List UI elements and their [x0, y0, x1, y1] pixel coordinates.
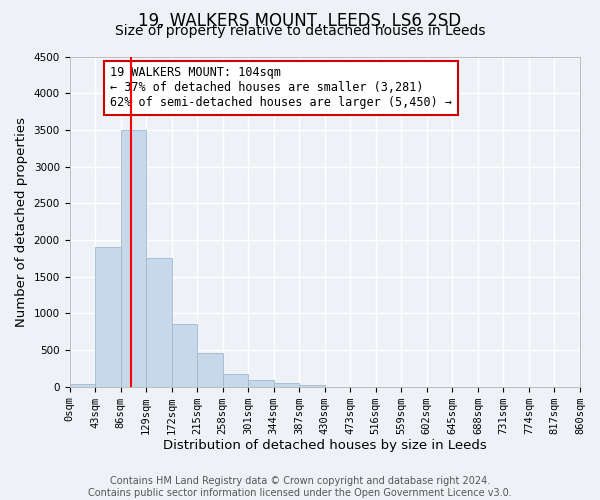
X-axis label: Distribution of detached houses by size in Leeds: Distribution of detached houses by size … [163, 440, 487, 452]
Bar [172, 324, 197, 386]
Bar [274, 382, 299, 386]
Text: 19 WALKERS MOUNT: 104sqm
← 37% of detached houses are smaller (3,281)
62% of sem: 19 WALKERS MOUNT: 104sqm ← 37% of detach… [110, 66, 452, 110]
Bar [197, 353, 223, 386]
Bar [223, 374, 248, 386]
Bar [248, 380, 274, 386]
Bar [299, 384, 325, 386]
Bar [95, 246, 121, 386]
Bar [70, 384, 95, 386]
Text: Size of property relative to detached houses in Leeds: Size of property relative to detached ho… [115, 24, 485, 38]
Bar [146, 258, 172, 386]
Text: Contains HM Land Registry data © Crown copyright and database right 2024.
Contai: Contains HM Land Registry data © Crown c… [88, 476, 512, 498]
Y-axis label: Number of detached properties: Number of detached properties [15, 116, 28, 326]
Text: 19, WALKERS MOUNT, LEEDS, LS6 2SD: 19, WALKERS MOUNT, LEEDS, LS6 2SD [139, 12, 461, 30]
Bar [121, 130, 146, 386]
